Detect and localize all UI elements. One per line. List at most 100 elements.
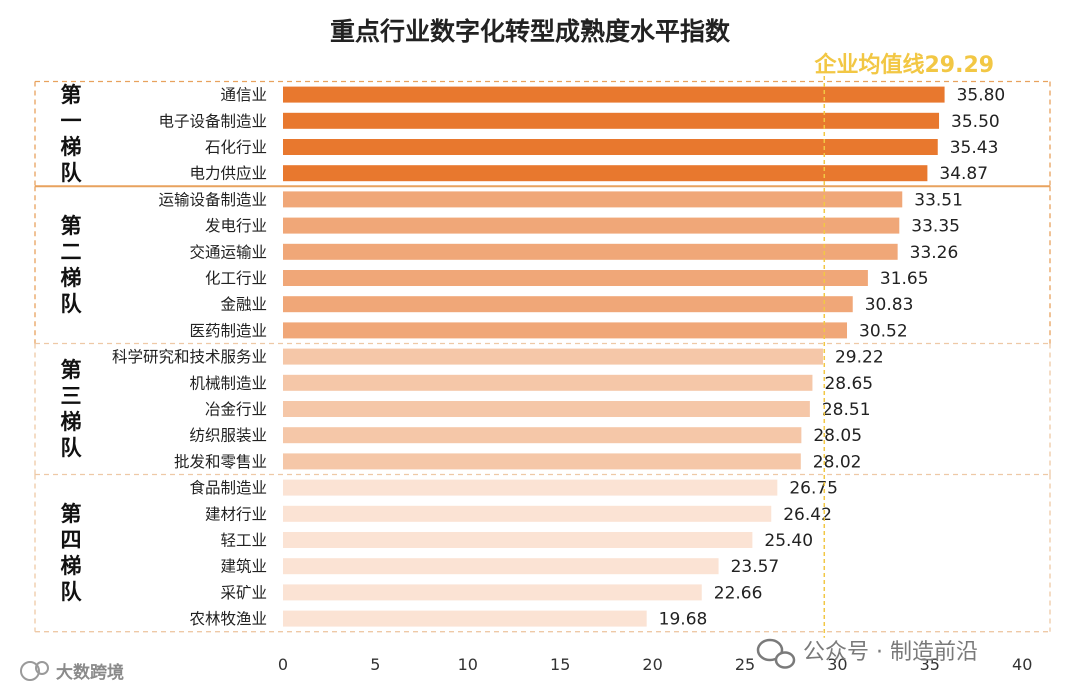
bar-row: 发电行业 33.35 [205, 217, 960, 237]
category-label: 机械制造业 [189, 374, 267, 392]
bar [283, 217, 900, 234]
category-label: 运输设备制造业 [158, 191, 267, 209]
bar [283, 348, 823, 365]
category-label: 交通运输业 [189, 243, 267, 261]
bar [283, 165, 928, 182]
value-label: 28.02 [813, 452, 862, 472]
value-label: 30.52 [859, 321, 908, 341]
bar [283, 191, 903, 208]
value-label: 26.42 [783, 505, 832, 525]
tier-label-char: 四 [61, 528, 82, 552]
bar [283, 139, 938, 155]
bar-row: 批发和零售业 28.02 [174, 452, 861, 472]
bar [283, 374, 813, 391]
category-label: 通信业 [220, 86, 267, 104]
bar [283, 270, 868, 286]
value-label: 29.22 [835, 348, 884, 368]
bar-row: 采矿业 22.66 [220, 583, 762, 603]
tier-label-char: 一 [61, 109, 82, 133]
bar-row: 电力供应业 34.87 [189, 164, 988, 185]
watermark-account: 公众号 · 制造前沿 [803, 640, 978, 665]
wechat-icon [756, 638, 796, 669]
value-label: 35.43 [950, 138, 999, 158]
bar-row: 电子设备制造业 35.50 [158, 112, 999, 132]
brand-logo-circle [20, 661, 40, 681]
tier-label-char: 第 [61, 358, 82, 382]
category-label: 食品制造业 [189, 479, 267, 497]
category-label: 冶金行业 [205, 401, 267, 419]
x-tick-label: 15 [550, 655, 570, 674]
bar-row: 化工行业 31.65 [205, 269, 929, 289]
value-label: 35.80 [957, 86, 1006, 106]
bar [283, 453, 801, 470]
tier-label-char: 队 [61, 292, 83, 316]
tier-label-char: 队 [61, 580, 83, 604]
value-label: 34.87 [939, 164, 988, 184]
value-label: 31.65 [880, 269, 929, 289]
category-label: 采矿业 [220, 584, 267, 602]
chart-title: 重点行业数字化转型成熟度水平指数 [330, 17, 731, 46]
category-label: 石化行业 [205, 139, 267, 157]
bar-row: 农林牧渔业 19.68 [189, 610, 707, 630]
value-label: 19.68 [659, 610, 708, 630]
tier-label-char: 梯 [61, 410, 82, 434]
category-label: 化工行业 [205, 270, 267, 288]
value-label: 35.50 [951, 112, 1000, 132]
category-label: 农林牧渔业 [189, 610, 267, 628]
tier-label-char: 梯 [61, 266, 82, 290]
wechat-bubble-large [756, 638, 784, 662]
bar [283, 86, 945, 103]
tier-label-char: 第 [61, 83, 82, 107]
bar-row: 石化行业 35.43 [205, 138, 998, 158]
value-label: 28.05 [813, 426, 862, 446]
value-label: 33.51 [914, 190, 963, 210]
value-label: 23.57 [731, 557, 780, 577]
brand-logo-dot [35, 661, 49, 675]
watermark-brand: 大数跨境 [56, 662, 124, 683]
x-tick-label: 5 [370, 655, 380, 674]
x-tick-label: 20 [642, 655, 662, 674]
value-label: 28.65 [824, 374, 873, 394]
value-label: 26.75 [789, 479, 838, 499]
value-label: 33.35 [911, 217, 960, 237]
tier-label-char: 队 [61, 436, 83, 460]
bar-row: 机械制造业 28.65 [189, 374, 873, 394]
x-tick-label: 30 [827, 655, 847, 674]
brand-logo-icon [20, 661, 49, 681]
bar-row: 建材行业 26.42 [205, 505, 832, 525]
bars: 通信业 35.80 电子设备制造业 35.50 石化行业 35.43 电力供应业 34.87 运… [112, 86, 1005, 630]
tier-label-char: 梯 [61, 554, 82, 578]
bar-row: 食品制造业 26.75 [189, 479, 838, 499]
category-label: 科学研究和技术服务业 [112, 348, 267, 366]
tier-label-char: 队 [61, 161, 83, 185]
category-label: 医药制造业 [189, 322, 267, 340]
bar [283, 322, 848, 339]
category-label: 批发和零售业 [174, 453, 267, 471]
category-label: 轻工业 [220, 532, 267, 550]
bar-row: 金融业 30.83 [220, 295, 913, 315]
x-tick-label: 25 [735, 655, 755, 674]
bar-row: 冶金行业 28.51 [205, 400, 871, 420]
bar [283, 610, 647, 627]
bar [283, 427, 802, 444]
x-tick-label: 0 [278, 655, 288, 674]
value-label: 25.40 [764, 531, 813, 551]
value-label: 22.66 [714, 583, 763, 603]
tier-label-char: 第 [61, 214, 82, 238]
bar-row: 科学研究和技术服务业 29.22 [112, 348, 884, 368]
tier-label-char: 二 [61, 240, 82, 264]
bar-row: 通信业 35.80 [220, 86, 1005, 106]
bar [283, 479, 778, 496]
bar [283, 558, 719, 575]
value-label: 33.26 [910, 243, 959, 263]
bar [283, 505, 772, 522]
value-label: 28.51 [822, 400, 871, 420]
tier-label-char: 第 [61, 502, 82, 526]
tier-label-char: 梯 [61, 135, 82, 159]
category-label: 电力供应业 [189, 164, 267, 183]
value-label: 30.83 [865, 295, 914, 315]
bar [283, 401, 810, 417]
